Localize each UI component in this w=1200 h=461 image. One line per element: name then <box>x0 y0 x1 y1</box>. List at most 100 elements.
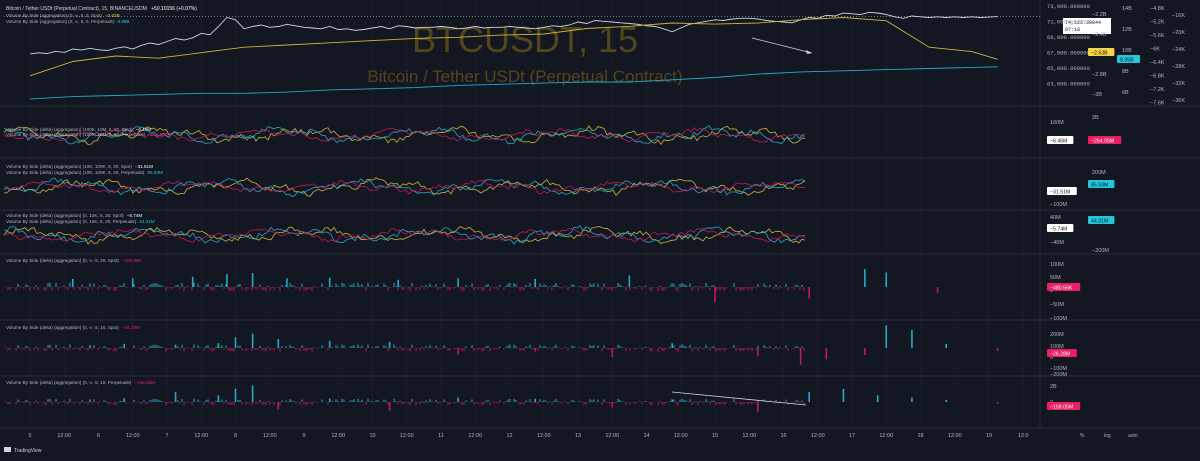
axis4-label: −6.8K <box>1150 74 1165 80</box>
toolbar-auto[interactable]: auto <box>1128 433 1138 439</box>
legend-hist3-0[interactable]: Volume By Side (delta) (aggregation) (0,… <box>6 380 155 385</box>
price-change: +50.10156 (+0.07%) <box>151 6 197 12</box>
perp-axis-label: 10B <box>1122 48 1132 54</box>
value-tag: −158.05M <box>1047 402 1081 411</box>
value-tag-text: −31.51M <box>1050 190 1070 196</box>
price-axis-label: 67,000.000000 <box>1047 50 1090 57</box>
price-axis-label: 69,000.000000 <box>1047 34 1090 41</box>
legend-text: Volume By Side (delta) (aggregation) (10… <box>6 164 132 169</box>
legend-value: −6.46M <box>136 127 152 132</box>
time-tick-label: 12:00 <box>811 433 825 439</box>
value-tag-bg <box>1047 283 1081 291</box>
value-tag-bg <box>1047 187 1077 195</box>
legend-delta2-0[interactable]: Volume By Side (delta) (aggregation) (10… <box>6 164 153 169</box>
pane-separators <box>0 0 1200 429</box>
value-tag-text: 8.95B <box>1120 58 1134 64</box>
time-tick-label: 14 <box>643 433 649 439</box>
legend-value: 8.95B <box>117 19 129 24</box>
axis4-label: −6K <box>1150 47 1160 53</box>
legend-hist1-0[interactable]: Volume By Side (delta) (aggregation) (0,… <box>6 258 143 263</box>
time-tick-label: 8 <box>234 433 237 439</box>
axis5-label: −28K <box>1172 64 1185 70</box>
toolbar-log[interactable]: log <box>1104 433 1111 439</box>
legend-text: Volume By Side (delta) (aggregation) (0,… <box>6 213 124 218</box>
legend-layer: Volume By Side (aggregation) (0, ∞, 5, 0… <box>6 13 169 385</box>
time-tick-label: 12:00 <box>57 433 71 439</box>
legend-text: Volume By Side (delta) (aggregation) (10… <box>6 127 133 132</box>
time-tick-label: 12:00 <box>948 433 962 439</box>
legend-delta3-1[interactable]: Volume By Side (delta) (aggregation) (0,… <box>6 219 155 224</box>
last-price-value: 74,126.39844 <box>1065 20 1101 26</box>
axis5-label: −20K <box>1172 30 1185 36</box>
value-tag-bg <box>1047 136 1074 144</box>
legend-text: Volume By Side (delta) (aggregation) (0,… <box>6 258 119 263</box>
perp-axis-label: 12B <box>1122 27 1132 33</box>
pane-axis-label: 40M <box>1050 215 1061 221</box>
time-tick-label: 12:00 <box>331 433 345 439</box>
price-scale-toolbar: % log auto <box>1080 433 1138 439</box>
value-tag-bg <box>1047 402 1081 410</box>
value-tag-text: −158.05M <box>1050 405 1073 411</box>
time-tick-label: 15 <box>712 433 718 439</box>
legend-value: −2.63B <box>105 13 120 18</box>
spot-axis-label: −2.2B <box>1092 12 1107 18</box>
legend-price-1[interactable]: Volume By Side (aggregation) (0, ∞, 5, 0… <box>6 19 130 24</box>
legend-value: −158.05M <box>134 380 155 385</box>
time-tick-label: 12:0 <box>1018 433 1029 439</box>
legend-delta1-0[interactable]: Volume By Side (delta) (aggregation) (10… <box>6 127 151 132</box>
axis5-label: −36K <box>1172 98 1185 104</box>
time-tick-label: 10 <box>369 433 375 439</box>
trendline-price[interactable] <box>751 37 813 54</box>
delta-neg-line <box>3 127 806 143</box>
value-tag: −26.28M <box>1047 349 1077 358</box>
time-tick-label: 12:00 <box>537 433 551 439</box>
legend-value: −264.05M <box>148 132 169 137</box>
legend-delta1-1[interactable]: Volume By Side (delta) (aggregation) (10… <box>6 132 169 137</box>
toolbar-%[interactable]: % <box>1080 433 1085 439</box>
time-tick-label: 12:00 <box>194 433 208 439</box>
legend-delta3-0[interactable]: Volume By Side (delta) (aggregation) (0,… <box>6 213 142 218</box>
perp-axis-label: 8B <box>1122 69 1129 75</box>
pane-axis-label: −100M <box>1050 202 1067 208</box>
time-tick-label: 12:00 <box>263 433 277 439</box>
spot-aggregation-line <box>29 17 998 77</box>
value-tag-text: 44.31M <box>1091 219 1108 225</box>
legend-text: Volume By Side (delta) (aggregation) (0,… <box>6 380 132 385</box>
time-tick-label: 12:00 <box>468 433 482 439</box>
bar-countdown: 07:18 <box>1065 27 1080 33</box>
symbol-title[interactable]: Bitcoin / Tether USDt (Perpetual Contrac… <box>6 6 197 12</box>
pane-axis2-label: 2B <box>1092 115 1099 121</box>
pane-axis-label: −100M <box>1050 366 1067 372</box>
pane-axis-label: 100M <box>1050 120 1064 126</box>
pane-axis-label: 0 <box>1050 355 1053 361</box>
time-tick-label: 7 <box>165 433 168 439</box>
trendline-perp-delta[interactable] <box>671 391 807 406</box>
pane-axis-label: −50M <box>1050 302 1064 308</box>
legend-delta2-1[interactable]: Volume By Side (delta) (aggregation) (10… <box>6 170 163 175</box>
legend-hist2-0[interactable]: Volume By Side (delta) (aggregation) (0,… <box>6 325 140 330</box>
legend-text: Volume By Side (delta) (aggregation) (10… <box>6 170 145 175</box>
value-tag: −5.74M <box>1047 224 1074 233</box>
legend-value: 44.31M <box>139 219 154 224</box>
legend-text: Volume By Side (delta) (aggregation) (0,… <box>6 219 137 224</box>
time-tick-label: 12:00 <box>605 433 619 439</box>
time-tick-label: 12:00 <box>879 433 893 439</box>
spot-axis-label: −2.4B <box>1092 32 1107 38</box>
pane-axis-label: −100M <box>1050 316 1067 322</box>
legend-value: −26.28M <box>122 325 140 330</box>
legend-text: Volume By Side (delta) (aggregation) (10… <box>6 132 146 137</box>
axis5-label: −24K <box>1172 47 1185 53</box>
axis5-label: −16K <box>1172 13 1185 19</box>
price-axis-label: 73,000.000000 <box>1047 3 1090 10</box>
spot-axis-label: −3B <box>1092 92 1102 98</box>
last-price-tag: 74,126.39844 07:18 <box>1063 18 1111 34</box>
legend-price-0[interactable]: Volume By Side (aggregation) (0, ∞, 5, 0… <box>6 13 120 18</box>
pane-axis2-label: 200M <box>1092 170 1106 176</box>
value-tag: −31.51M <box>1047 187 1077 196</box>
axis-labels: 73,000.000000 71,000.000000 69,000.000000 6… <box>1047 3 1185 406</box>
time-axis[interactable]: 5 12:00 6 12:00 7 12:00 8 12:00 9 12:00 10 12:00 11 1… <box>28 433 1028 439</box>
pane-axis2-label: −200M <box>1092 248 1109 254</box>
value-tag-text: −26.28M <box>1050 352 1070 358</box>
